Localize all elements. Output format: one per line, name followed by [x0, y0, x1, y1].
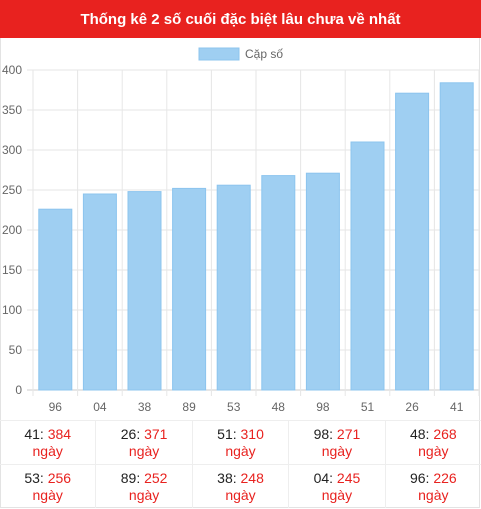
stat-cell: 89: 252 ngày: [96, 465, 193, 508]
y-tick-label: 350: [2, 103, 22, 117]
stat-number: 96: [409, 470, 426, 486]
stat-days: 252: [144, 470, 168, 486]
bar: [38, 208, 73, 391]
stat-days: 268: [433, 426, 457, 442]
y-tick-label: 0: [15, 383, 22, 397]
stat-number: 89: [120, 470, 137, 486]
stat-number: 98: [313, 426, 330, 442]
stat-days: 248: [240, 470, 264, 486]
bar: [172, 187, 207, 391]
stat-unit: ngày: [128, 443, 160, 459]
stat-days: 271: [336, 426, 361, 442]
stat-days: 245: [336, 470, 361, 486]
y-tick-label: 50: [9, 343, 23, 357]
stat-days: 226: [433, 470, 457, 486]
stats-table: 41: 384 ngày 26: 371 ngày 51: 310 ngày 98: …: [0, 420, 481, 509]
stat-cell: 53: 256 ngày: [0, 465, 97, 508]
stat-cell: 38: 248 ngày: [193, 465, 290, 508]
stats-row: 53: 256 ngày 89: 252 ngày 38: 248 ngày 04: …: [0, 464, 481, 508]
y-tick-label: 300: [2, 143, 22, 157]
stat-days: 256: [47, 470, 72, 486]
x-tick-label: 48: [272, 400, 286, 414]
stat-number: 51: [217, 426, 233, 442]
x-tick-label: 41: [450, 400, 464, 414]
page-header: Thống kê 2 số cuối đặc biệt lâu chưa về …: [0, 0, 481, 38]
stat-number: 53: [24, 470, 40, 486]
x-tick-label: 53: [227, 400, 241, 414]
stats-row: 41: 384 ngày 26: 371 ngày 51: 310 ngày 98: …: [0, 420, 481, 464]
legend-swatch: [198, 47, 240, 61]
bar: [350, 141, 385, 391]
bar: [127, 191, 162, 391]
legend-label: Cặp số: [245, 47, 283, 61]
stat-number: 48: [409, 426, 426, 442]
x-tick-label: 51: [361, 400, 375, 414]
stat-number: 04: [313, 470, 330, 486]
bar-chart: Cặp số 0 50 100 150 200 250 300 350 400 96 04 38 89 53…: [2, 47, 480, 414]
stat-cell: 51: 310 ngày: [193, 421, 290, 464]
bar: [439, 82, 474, 391]
stat-unit: ngày: [321, 487, 353, 503]
y-tick-label: 400: [2, 63, 22, 77]
stat-cell: 96: 226 ngày: [409, 470, 457, 503]
y-tick-label: 200: [2, 223, 22, 237]
x-tick-label: 26: [405, 400, 419, 414]
bar: [261, 175, 296, 391]
stat-unit: ngày: [32, 487, 63, 503]
bar: [395, 92, 430, 391]
bar: [216, 184, 251, 391]
stat-unit: ngày: [32, 443, 63, 459]
stat-days: 371: [144, 426, 168, 442]
page-title: Thống kê 2 số cuối đặc biệt lâu chưa về …: [80, 10, 401, 28]
stat-number: 26: [120, 426, 137, 442]
x-tick-label: 38: [138, 400, 152, 414]
x-tick-label: 04: [93, 400, 107, 414]
stat-unit: ngày: [321, 443, 353, 459]
stat-cell: 41: 384 ngày: [0, 421, 97, 464]
stat-unit: ngày: [225, 443, 256, 459]
stat-unit: ngày: [128, 487, 160, 503]
x-tick-label: 98: [316, 400, 330, 414]
stat-cell: 98: 271 ngày: [289, 421, 386, 464]
stat-days: 310: [240, 426, 264, 442]
x-tick-label: 96: [49, 400, 63, 414]
x-tick-label: 89: [182, 400, 196, 414]
stat-unit: ngày: [418, 443, 449, 459]
y-tick-label: 250: [2, 183, 22, 197]
y-tick-label: 100: [2, 303, 22, 317]
stat-cell: 26: 371 ngày: [96, 421, 193, 464]
stat-number: 38: [217, 470, 233, 486]
stat-unit: ngày: [225, 487, 256, 503]
stat-cell: 48: 268 ngày: [409, 426, 457, 459]
stat-days: 384: [47, 426, 72, 442]
stat-number: 41: [24, 426, 40, 442]
bar: [305, 172, 340, 391]
bar: [82, 193, 117, 391]
y-tick-label: 150: [2, 263, 22, 277]
stat-cell: 04: 245 ngày: [289, 465, 386, 508]
stat-unit: ngày: [418, 487, 449, 503]
